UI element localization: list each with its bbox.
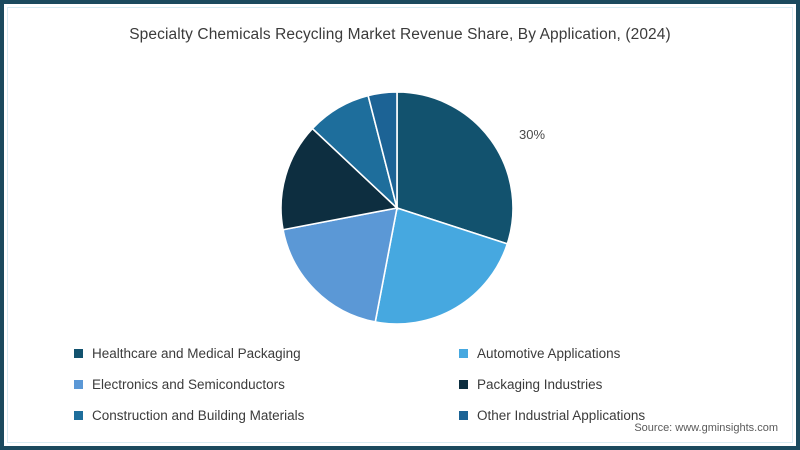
legend-item-label: Construction and Building Materials [92,408,305,423]
pie-slice [280,127,399,231]
chart-legend: Healthcare and Medical Packaging Automoti… [74,338,714,431]
pie-slice-label-healthcare: 30% [519,127,546,142]
chart-title: Specialty Chemicals Recycling Market Rev… [129,26,671,43]
legend-swatch-icon [459,349,468,358]
legend-item[interactable]: Packaging Industries [459,377,714,392]
legend-item[interactable]: Construction and Building Materials [74,408,459,423]
legend-swatch-icon [74,411,83,420]
legend-swatch-icon [74,380,83,389]
legend-swatch-icon [459,411,468,420]
legend-item-label: Healthcare and Medical Packaging [92,346,301,361]
pie-slice [282,206,399,323]
legend-item[interactable]: Automotive Applications [459,346,714,361]
pie-slice [396,91,514,245]
legend-swatch-icon [74,349,83,358]
legend-item[interactable]: Healthcare and Medical Packaging [74,346,459,361]
pie-svg [280,91,514,325]
pie-slice [374,206,509,325]
pie-slices [280,91,514,325]
legend-item-label: Other Industrial Applications [477,408,646,423]
legend-item-label: Electronics and Semiconductors [92,377,285,392]
legend-item-label: Automotive Applications [477,346,621,361]
legend-swatch-icon [459,380,468,389]
legend-item[interactable]: Electronics and Semiconductors [74,377,459,392]
source-attribution: Source: www.gminsights.com [634,422,778,434]
legend-item[interactable]: Other Industrial Applications [459,408,714,423]
pie-slice [367,91,398,209]
legend-item-label: Packaging Industries [477,377,603,392]
pie-chart [280,91,514,325]
